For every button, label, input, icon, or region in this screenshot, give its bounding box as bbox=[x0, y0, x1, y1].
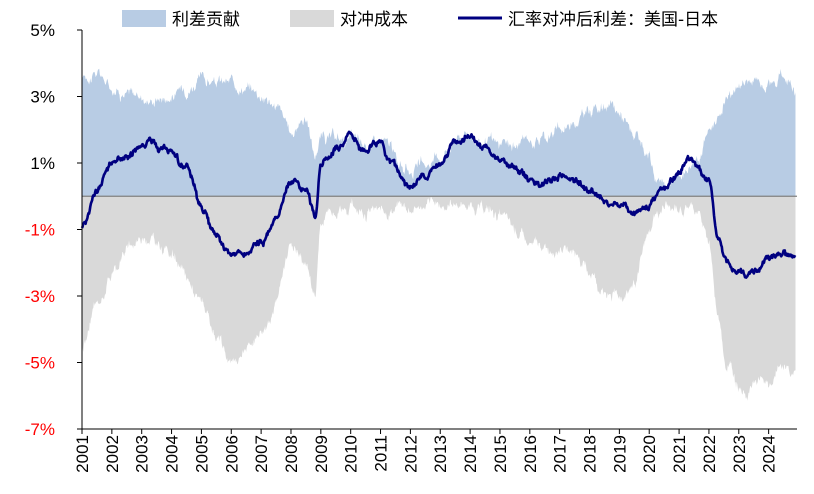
y-tick-label: -1% bbox=[25, 221, 55, 240]
y-tick-label: -7% bbox=[25, 420, 55, 439]
x-tick-label: 2006 bbox=[222, 435, 241, 473]
y-tick-label: 5% bbox=[30, 21, 55, 40]
legend-label-hedging-cost: 对冲成本 bbox=[340, 10, 408, 30]
x-tick-label: 2005 bbox=[192, 435, 211, 473]
series-area-hedging-cost bbox=[82, 196, 796, 401]
series-area-spread-contribution bbox=[82, 68, 796, 197]
x-tick-label: 2022 bbox=[700, 435, 719, 473]
x-tick-label: 2002 bbox=[103, 435, 122, 473]
legend-label-spread-contribution: 利差贡献 bbox=[172, 10, 240, 30]
x-tick-label: 2021 bbox=[670, 435, 689, 473]
plot-area bbox=[80, 68, 797, 401]
legend: 利差贡献 对冲成本 汇率对冲后利差：美国-日本 bbox=[122, 10, 718, 30]
x-tick-label: 2013 bbox=[431, 435, 450, 473]
x-tick-label: 2016 bbox=[521, 435, 540, 473]
axes: 5% 3% 1% -1% -3% -5% -7% 2001 2002 2003 2004 2005 20… bbox=[25, 21, 797, 473]
x-tick-label: 2014 bbox=[461, 435, 480, 473]
legend-label-hedged-spread: 汇率对冲后利差：美国-日本 bbox=[508, 10, 718, 30]
x-tick-label: 2015 bbox=[491, 435, 510, 473]
x-tick-label: 2007 bbox=[252, 435, 271, 473]
x-tick-label: 2008 bbox=[282, 435, 301, 473]
x-tick-label: 2020 bbox=[640, 435, 659, 473]
y-tick-label: 3% bbox=[30, 88, 55, 107]
x-tick-label: 2024 bbox=[760, 435, 779, 473]
legend-swatch-hedging-cost bbox=[290, 10, 334, 27]
series-line-hedged-spread bbox=[80, 130, 797, 279]
x-tick-label: 2011 bbox=[372, 435, 391, 472]
x-tick-label: 2010 bbox=[342, 435, 361, 473]
x-tick-label: 2001 bbox=[73, 435, 92, 473]
x-tick-label: 2003 bbox=[133, 435, 152, 473]
y-tick-label: 1% bbox=[30, 154, 55, 173]
x-tick-label: 2004 bbox=[163, 435, 182, 473]
x-tick-label: 2023 bbox=[730, 435, 749, 473]
x-tick-label: 2012 bbox=[401, 435, 420, 473]
y-tick-label: -5% bbox=[25, 354, 55, 373]
x-tick-label: 2009 bbox=[312, 435, 331, 473]
x-tick-label: 2018 bbox=[581, 435, 600, 473]
x-tick-label: 2017 bbox=[551, 435, 570, 473]
x-tick-label: 2019 bbox=[610, 435, 629, 473]
legend-swatch-spread-contribution bbox=[122, 10, 166, 27]
y-tick-label: -3% bbox=[25, 287, 55, 306]
